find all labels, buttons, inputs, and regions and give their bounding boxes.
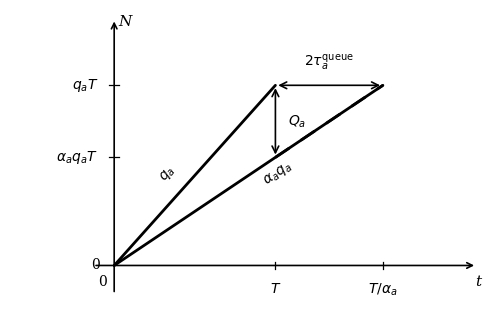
- Text: 0: 0: [91, 259, 100, 272]
- Text: $T/\alpha_a$: $T/\alpha_a$: [368, 282, 398, 298]
- Text: $Q_a$: $Q_a$: [288, 113, 306, 129]
- Text: $q_a$: $q_a$: [156, 163, 178, 185]
- Text: $2\tau_a^{\mathrm{queue}}$: $2\tau_a^{\mathrm{queue}}$: [304, 53, 354, 73]
- Text: t: t: [476, 275, 482, 289]
- Text: N: N: [119, 15, 132, 29]
- Text: 0: 0: [98, 275, 108, 289]
- Text: $T$: $T$: [270, 282, 281, 296]
- Text: $\alpha_a q_aT$: $\alpha_a q_aT$: [56, 149, 98, 166]
- Text: $q_aT$: $q_aT$: [72, 77, 98, 94]
- Text: $\alpha_a q_a$: $\alpha_a q_a$: [261, 159, 296, 189]
